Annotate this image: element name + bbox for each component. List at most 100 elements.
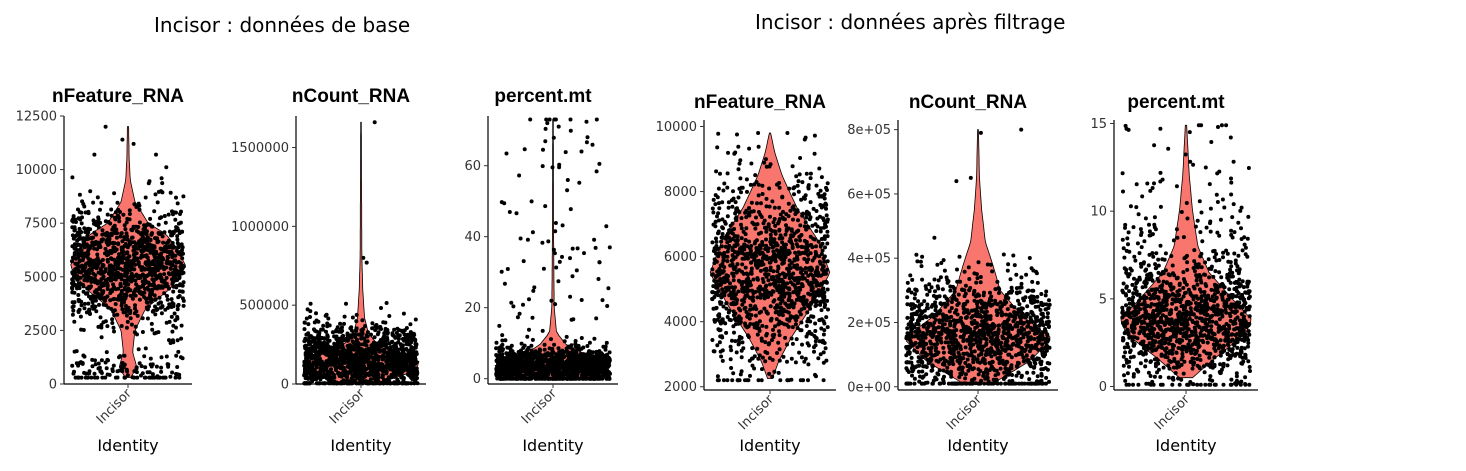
data-point xyxy=(806,186,811,191)
data-point xyxy=(713,202,718,207)
data-point xyxy=(824,358,829,363)
data-point xyxy=(516,375,521,380)
data-point xyxy=(332,341,337,346)
data-point xyxy=(165,254,170,259)
data-point xyxy=(503,338,508,343)
data-point xyxy=(375,332,380,337)
data-point xyxy=(361,255,366,260)
data-point xyxy=(145,244,150,249)
data-point xyxy=(308,374,313,379)
data-point xyxy=(346,345,351,350)
y-tick-label: 0 xyxy=(281,378,289,393)
data-point xyxy=(793,322,798,327)
data-point xyxy=(793,250,798,255)
data-point xyxy=(180,296,185,301)
data-point xyxy=(560,254,564,259)
data-point xyxy=(96,225,101,230)
data-point xyxy=(131,248,136,253)
data-point xyxy=(325,333,330,338)
data-point xyxy=(175,307,180,312)
data-point xyxy=(408,351,413,356)
data-point xyxy=(86,247,91,252)
data-point xyxy=(180,229,184,234)
data-point xyxy=(728,344,733,349)
data-point xyxy=(544,375,549,379)
data-point xyxy=(390,350,395,355)
data-point xyxy=(594,169,599,174)
data-point xyxy=(496,367,500,371)
data-point xyxy=(124,231,129,236)
data-point xyxy=(136,201,141,206)
data-point xyxy=(760,192,765,196)
data-point xyxy=(112,296,117,301)
data-point xyxy=(109,249,114,253)
data-point xyxy=(166,305,170,310)
data-point xyxy=(101,290,105,295)
data-point xyxy=(108,291,113,295)
data-point xyxy=(94,298,98,303)
data-point xyxy=(405,368,410,373)
data-point xyxy=(753,226,758,231)
data-point xyxy=(165,297,170,302)
data-point xyxy=(790,164,795,169)
data-point xyxy=(158,375,162,380)
data-point xyxy=(814,229,819,233)
data-point xyxy=(83,210,88,215)
data-point xyxy=(120,260,125,265)
data-point xyxy=(341,347,346,352)
data-point xyxy=(579,336,584,340)
data-point xyxy=(522,147,527,152)
data-point xyxy=(414,342,419,347)
data-point xyxy=(409,364,414,369)
data-point xyxy=(381,320,386,325)
data-point xyxy=(554,265,559,270)
data-point xyxy=(556,346,561,351)
data-point xyxy=(143,346,148,351)
data-point xyxy=(70,300,75,305)
data-point xyxy=(343,360,347,365)
data-point xyxy=(808,215,813,220)
data-point xyxy=(504,151,509,156)
data-point xyxy=(350,315,355,320)
panel-title: nFeature_RNA xyxy=(694,92,826,113)
data-point xyxy=(166,212,171,217)
data-point xyxy=(743,321,747,326)
data-point xyxy=(405,334,410,339)
data-point xyxy=(115,213,120,218)
data-point xyxy=(148,299,153,304)
data-point xyxy=(74,266,79,271)
data-point xyxy=(118,210,122,214)
data-point xyxy=(310,335,315,340)
data-point xyxy=(733,302,738,306)
data-point xyxy=(710,267,715,272)
data-point xyxy=(120,300,124,305)
data-point xyxy=(110,240,115,245)
data-point xyxy=(721,378,726,383)
data-point xyxy=(592,237,597,242)
data-point xyxy=(748,182,753,187)
data-point xyxy=(606,286,611,291)
data-point xyxy=(348,326,353,331)
data-point xyxy=(175,237,180,242)
data-point xyxy=(130,296,135,301)
data-point xyxy=(397,363,402,368)
data-point xyxy=(71,308,76,313)
data-point xyxy=(90,300,95,305)
data-point xyxy=(174,353,179,358)
data-point xyxy=(322,340,327,345)
data-point xyxy=(368,369,373,374)
data-point xyxy=(96,361,101,366)
data-point xyxy=(151,279,156,283)
data-point xyxy=(122,353,127,358)
data-point xyxy=(143,231,148,235)
data-point xyxy=(772,369,777,374)
data-point xyxy=(350,356,355,361)
data-point xyxy=(314,363,319,368)
data-point xyxy=(304,353,309,358)
data-point xyxy=(147,370,152,375)
data-point xyxy=(784,242,788,247)
data-point xyxy=(181,270,186,275)
data-point xyxy=(787,276,792,281)
data-point xyxy=(552,357,557,362)
data-point xyxy=(321,323,326,328)
